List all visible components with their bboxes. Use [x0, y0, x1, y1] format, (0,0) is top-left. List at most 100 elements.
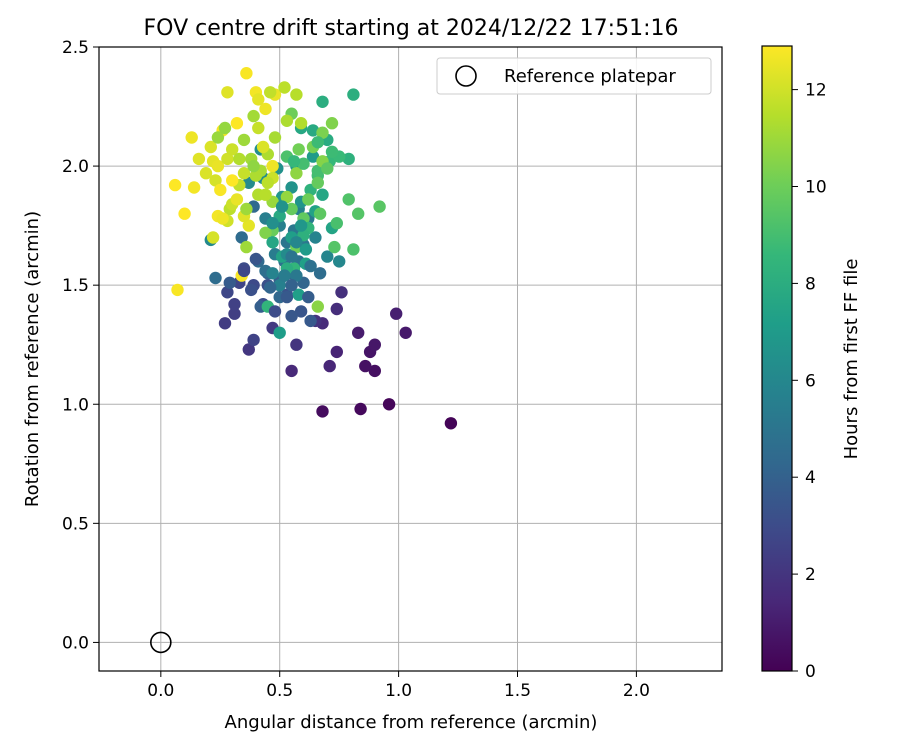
legend-reference-marker — [455, 65, 477, 87]
scatter-point — [294, 219, 308, 232]
legend-entry-reference: Reference platepar — [504, 66, 676, 87]
scatter-point — [311, 300, 324, 313]
scatter-point — [252, 93, 265, 106]
colorbar-tick-label: 4 — [805, 468, 816, 488]
scatter-point — [240, 240, 253, 254]
scatter-point — [390, 307, 403, 320]
scatter-point — [354, 402, 367, 416]
colorbar-tick-label: 8 — [805, 274, 816, 294]
scatter-point — [294, 117, 308, 130]
chart-title: FOV centre drift starting at 2024/12/22 … — [144, 16, 679, 41]
scatter-point — [285, 202, 298, 216]
scatter-point — [316, 405, 329, 418]
scatter-point — [268, 131, 282, 144]
y-tick-label: 0.5 — [62, 514, 89, 534]
scatter-point — [211, 131, 225, 144]
scatter-point — [285, 364, 298, 378]
scatter-point — [333, 255, 346, 268]
scatter-point — [285, 279, 298, 292]
scatter-point — [306, 124, 320, 137]
x-axis-ticks: 0.0 0.5 1.0 1.5 2.0 — [147, 671, 650, 701]
scatter-point — [280, 290, 294, 304]
scatter-point — [311, 176, 324, 189]
y-tick-label: 0.0 — [62, 633, 89, 653]
scatter-point — [352, 326, 365, 339]
scatter-point — [249, 169, 263, 182]
scatter-point — [359, 359, 372, 373]
y-tick-label: 1.5 — [62, 276, 89, 296]
scatter-point — [335, 286, 348, 299]
scatter-point — [221, 286, 234, 299]
scatter-point — [373, 200, 386, 213]
scatter-point — [316, 95, 329, 109]
plot-area — [99, 47, 722, 671]
scatter-point — [309, 231, 322, 244]
scatter-point — [292, 143, 305, 156]
scatter-point — [237, 133, 251, 147]
y-axis-label: Rotation from reference (arcmin) — [22, 211, 43, 507]
scatter-point — [278, 269, 291, 282]
scatter-point — [261, 176, 274, 189]
scatter-point — [297, 157, 310, 170]
scatter-point — [321, 162, 334, 175]
scatter-point — [209, 271, 222, 285]
legend: Reference platepar — [436, 57, 712, 95]
scatter-point — [347, 88, 360, 101]
scatter-point — [290, 88, 303, 101]
scatter-point — [226, 143, 239, 156]
scatter-point — [242, 219, 255, 232]
scatter-point — [292, 288, 305, 301]
colorbar — [761, 45, 793, 672]
scatter-point — [237, 167, 251, 180]
scatter-point — [209, 174, 222, 187]
scatter-point — [352, 207, 365, 220]
scatter-point — [235, 231, 248, 244]
scatter-point — [266, 236, 279, 249]
scatter-point — [218, 317, 232, 330]
scatter-point — [187, 181, 201, 194]
scatter-point — [328, 240, 341, 254]
scatter-point — [325, 117, 339, 130]
scatter-point — [228, 307, 241, 320]
scatter-point — [311, 136, 324, 149]
scatter-point — [266, 267, 279, 280]
scatter-point — [168, 178, 182, 192]
y-axis-ticks: 0.0 0.5 1.0 1.5 2.0 2.5 — [62, 38, 99, 653]
scatter-point — [313, 267, 327, 280]
scatter-point — [266, 217, 279, 230]
scatter-point — [185, 131, 198, 144]
scatter-point — [285, 309, 298, 323]
scatter-point — [323, 359, 336, 373]
scatter-point — [259, 188, 272, 201]
scatter-point — [368, 338, 381, 351]
scatter-point — [290, 236, 303, 249]
scatter-point — [240, 202, 253, 216]
scatter-point — [273, 326, 286, 339]
scatter-point — [316, 188, 329, 201]
scatter-point — [233, 152, 246, 166]
y-tick-label: 2.0 — [62, 157, 89, 177]
scatter-point — [171, 283, 184, 297]
scatter-point — [444, 417, 458, 430]
scatter-point — [178, 207, 191, 220]
x-tick-label: 2.0 — [623, 681, 650, 701]
scatter-point — [216, 212, 229, 225]
colorbar-tick-label: 2 — [805, 565, 816, 585]
colorbar-tick-label: 0 — [805, 662, 816, 682]
scatter-point — [330, 345, 343, 359]
scatter-point — [268, 305, 282, 318]
scatter-point — [278, 81, 291, 94]
scatter-point — [240, 67, 253, 80]
colorbar-tick-label: 10 — [805, 178, 827, 198]
scatter-point — [221, 86, 234, 99]
x-tick-label: 1.5 — [504, 681, 531, 701]
colorbar-tick-label: 12 — [805, 81, 827, 101]
scatter-point — [252, 121, 265, 135]
scatter-point — [280, 114, 294, 128]
scatter-point — [330, 302, 343, 316]
scatter-point — [290, 167, 303, 180]
x-axis-label: Angular distance from reference (arcmin) — [225, 712, 598, 733]
scatter-point — [259, 226, 272, 239]
scatter-point — [294, 305, 308, 318]
